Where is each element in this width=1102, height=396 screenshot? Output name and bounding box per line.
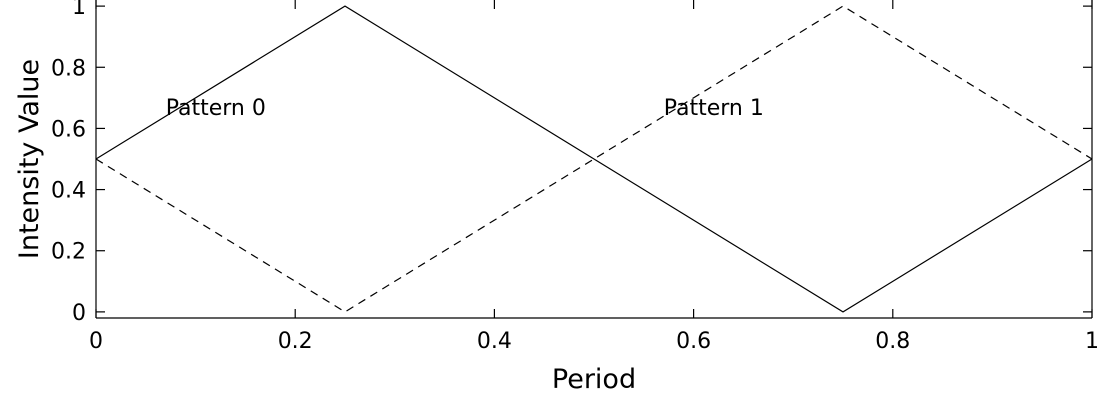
ticks-layer: 0 0.2 0.4 0.6 0.8 1 0 0.2 0.4 0.6 0.8 1: [51, 0, 1099, 354]
x-tick-label: 0: [89, 329, 103, 354]
y-tick-label: 0.8: [51, 56, 86, 81]
annotation-label: Pattern 0: [166, 96, 266, 121]
series-1-line: [95, 5, 1093, 313]
y-tick-label: 0: [72, 301, 86, 326]
x-tick-label: 0.2: [278, 329, 313, 354]
y-axis-label: Intensity Value: [14, 59, 45, 259]
annotation-label: Pattern 1: [664, 96, 764, 121]
x-tick-label: 0.4: [477, 329, 512, 354]
x-tick-label: 1: [1085, 329, 1099, 354]
y-tick-label: 0.4: [51, 179, 86, 204]
series-0-line: [95, 5, 1093, 313]
y-tick-label: 0.6: [51, 117, 86, 142]
annotation-layer: Pattern 0 Pattern 1: [166, 96, 764, 121]
x-axis-label: Period: [552, 364, 636, 395]
series-layer: [95, 5, 1093, 313]
y-tick-label: 1: [72, 0, 86, 20]
x-tick-label: 0.8: [875, 329, 910, 354]
x-tick-label: 0.6: [676, 329, 711, 354]
axes-layer: [95, 0, 1093, 319]
y-tick-label: 0.2: [51, 240, 86, 265]
